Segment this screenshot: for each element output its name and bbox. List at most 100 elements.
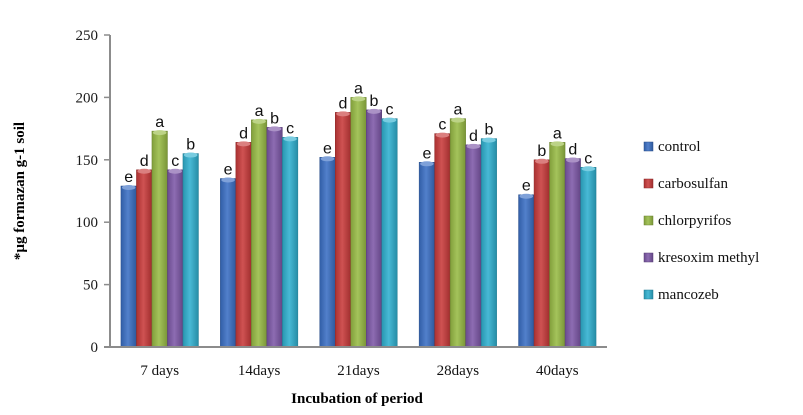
bar-kresoxim-methyl — [564, 158, 581, 348]
bar-kresoxim-methyl — [266, 127, 283, 348]
bar-carbosulfan — [136, 169, 153, 348]
x-tick-label: 21days — [337, 363, 380, 379]
bar-cap — [535, 158, 549, 164]
bar-chlorpyrifos — [350, 97, 367, 348]
y-tick-label: 150 — [76, 153, 99, 169]
y-tick-label: 50 — [83, 278, 98, 294]
significance-label: a — [255, 103, 264, 120]
bars — [120, 96, 597, 348]
bar-cap — [336, 111, 350, 117]
bar-cap — [435, 132, 450, 138]
y-axis-ticks: 0 50 100 150 200 250 — [76, 28, 110, 356]
bar-cap — [183, 152, 198, 158]
legend-label: control — [658, 139, 701, 155]
bar-kresoxim-methyl — [167, 169, 184, 348]
significance-label: a — [453, 102, 462, 119]
y-tick-label: 200 — [76, 90, 99, 106]
significance-label: a — [553, 125, 562, 142]
bar-cap — [221, 177, 235, 183]
significance-label: d — [339, 95, 348, 112]
bar-mancozeb — [381, 118, 398, 348]
bar-mancozeb — [282, 137, 299, 348]
bar-cap — [519, 193, 534, 199]
bar-mancozeb — [182, 153, 199, 348]
significance-label: b — [270, 110, 279, 127]
bar-cap — [121, 185, 136, 191]
significance-label: b — [484, 122, 493, 139]
significance-label: e — [224, 162, 233, 179]
significance-label: b — [537, 143, 546, 160]
bar-mancozeb — [480, 138, 497, 348]
bar-control — [319, 157, 336, 348]
significance-label: a — [354, 80, 363, 97]
significance-label: b — [186, 137, 195, 154]
bar-cap — [482, 137, 496, 143]
bar-cap — [382, 117, 397, 123]
significance-label: b — [370, 93, 379, 110]
bar-cap — [550, 141, 565, 147]
bar-chlorpyrifos — [449, 118, 466, 348]
bar-cap — [320, 156, 335, 162]
legend-swatch-kresoxim-methyl — [643, 252, 654, 263]
significance-label: c — [584, 150, 592, 167]
bar-carbosulfan — [533, 159, 550, 348]
bar-chlorpyrifos — [251, 119, 268, 348]
y-axis-title: *µg formazan g-1 soil — [12, 122, 28, 260]
legend: control carbosulfan chlorpyrifos kresoxim m… — [643, 139, 759, 303]
bar-cap — [451, 117, 465, 123]
significance-label: e — [323, 140, 332, 157]
legend-label: carbosulfan — [658, 176, 728, 192]
x-tick-label: 40days — [536, 363, 579, 379]
legend-swatch-control — [643, 141, 654, 152]
significance-label: e — [422, 145, 431, 162]
bar-cap — [566, 157, 580, 163]
bar-mancozeb — [580, 167, 597, 348]
legend-swatch-carbosulfan — [643, 178, 654, 189]
legend-label: chlorpyrifos — [658, 213, 731, 229]
legend-swatch-chlorpyrifos — [643, 215, 654, 226]
bar-chlorpyrifos — [151, 130, 168, 348]
significance-label: c — [438, 117, 446, 134]
bar-kresoxim-methyl — [465, 144, 482, 348]
significance-label: e — [522, 178, 531, 195]
bar-cap — [236, 141, 251, 147]
significance-label: c — [286, 120, 294, 137]
significance-label: d — [239, 125, 248, 142]
bar-carbosulfan — [335, 112, 351, 348]
bar-cap — [152, 130, 167, 136]
significance-label: c — [386, 102, 394, 119]
bar-cap — [168, 168, 182, 174]
bar-cap — [466, 143, 481, 149]
significance-label: e — [124, 169, 133, 186]
x-tick-label: 7 days — [140, 363, 179, 379]
significance-label: d — [568, 142, 577, 159]
y-tick-label: 0 — [91, 340, 99, 356]
bar-carbosulfan — [434, 133, 451, 348]
bar-cap — [137, 168, 151, 174]
x-tick-label: 28days — [437, 363, 480, 379]
bar-control — [120, 185, 137, 348]
bar-control — [518, 194, 535, 348]
bar-cap — [267, 126, 282, 132]
x-tick-label: 14days — [238, 363, 281, 379]
significance-label: a — [155, 114, 164, 131]
bar-cap — [252, 118, 266, 124]
x-axis-title: Incubation of period — [291, 391, 423, 407]
legend-label: kresoxim methyl — [658, 250, 759, 266]
bar-kresoxim-methyl — [366, 109, 382, 348]
bar-cap — [283, 136, 297, 142]
legend-label: mancozeb — [658, 287, 719, 303]
bar-control — [220, 178, 237, 348]
bar-cap — [367, 108, 381, 114]
bar-carbosulfan — [235, 142, 252, 348]
y-tick-label: 250 — [76, 28, 99, 44]
significance-label: d — [469, 128, 478, 145]
x-axis-ticks: 7 days 14days 21days 28days 40days — [140, 363, 578, 379]
significance-label: c — [171, 153, 179, 170]
bar-chlorpyrifos — [549, 142, 566, 348]
bar-cap — [420, 161, 434, 167]
significance-label: d — [140, 153, 149, 170]
bar-cap — [581, 166, 596, 172]
